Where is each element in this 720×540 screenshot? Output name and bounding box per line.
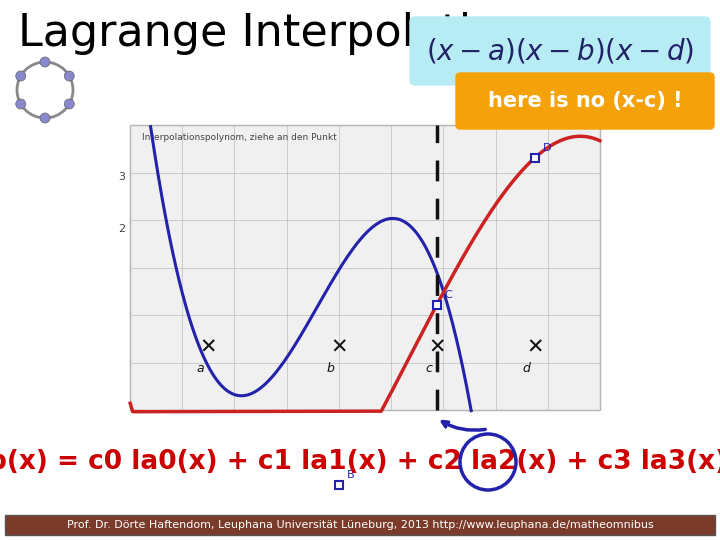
Text: here is no (x-c) !: here is no (x-c) ! (487, 91, 683, 111)
Text: c: c (426, 362, 432, 375)
FancyBboxPatch shape (433, 301, 441, 309)
Text: p(x) = c0 la0(x) + c1 la1(x) + c2 la2(x) + c3 la3(x): p(x) = c0 la0(x) + c1 la1(x) + c2 la2(x)… (0, 449, 720, 475)
Circle shape (40, 57, 50, 67)
Text: ✕: ✕ (330, 338, 348, 357)
Circle shape (16, 99, 26, 109)
Text: $(x-a)(x-b)(x-d)$: $(x-a)(x-b)(x-d)$ (426, 37, 694, 65)
Text: 2: 2 (118, 224, 125, 234)
Circle shape (40, 113, 50, 123)
FancyBboxPatch shape (130, 125, 600, 410)
FancyBboxPatch shape (531, 154, 539, 162)
Text: B: B (347, 470, 354, 480)
Text: ✕: ✕ (428, 338, 446, 357)
FancyBboxPatch shape (410, 17, 710, 85)
FancyBboxPatch shape (456, 73, 714, 129)
Circle shape (64, 99, 74, 109)
Circle shape (16, 71, 26, 81)
Text: ✕: ✕ (199, 338, 217, 357)
FancyBboxPatch shape (5, 515, 715, 535)
Polygon shape (590, 80, 660, 105)
Text: D: D (543, 143, 552, 153)
Circle shape (64, 71, 74, 81)
Text: a: a (197, 362, 204, 375)
Text: Interpolationspolynom, ziehe an den Punkt: Interpolationspolynom, ziehe an den Punk… (142, 133, 337, 142)
Text: d: d (523, 362, 531, 375)
Text: C: C (445, 290, 453, 300)
Text: b: b (327, 362, 335, 375)
Text: ✕: ✕ (526, 338, 544, 357)
Text: Lagrange Interpolation: Lagrange Interpolation (18, 12, 526, 55)
Text: Prof. Dr. Dörte Haftendom, Leuphana Universität Lüneburg, 2013 http://www.leupha: Prof. Dr. Dörte Haftendom, Leuphana Univ… (67, 520, 653, 530)
FancyBboxPatch shape (335, 481, 343, 489)
Text: 3: 3 (118, 172, 125, 182)
